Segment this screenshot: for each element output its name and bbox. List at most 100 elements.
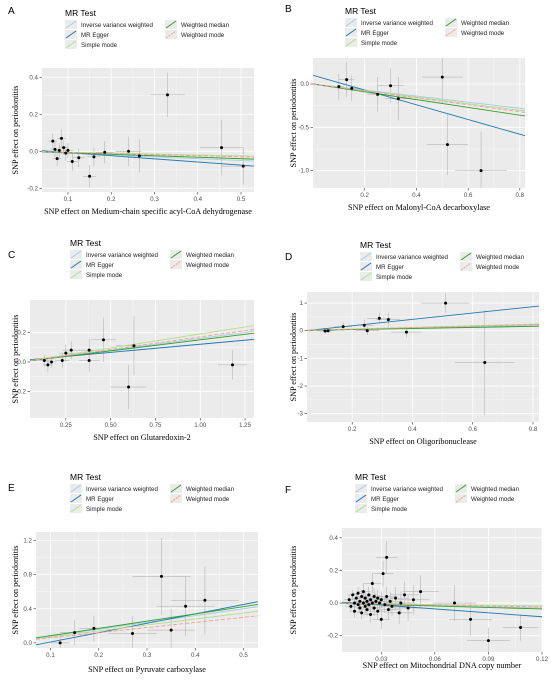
data-point (378, 601, 381, 605)
y-tick-label: 0 (300, 328, 304, 335)
mr-line-simple (30, 325, 254, 361)
legend-title: MR Test (360, 240, 392, 250)
y-tick-label: 0.0 (29, 148, 38, 155)
legend-swatch-ivw (360, 252, 372, 261)
y-tick-label: 0.4 (329, 535, 338, 542)
data-point (184, 604, 188, 608)
legend-swatch-egger (360, 262, 372, 271)
axes: 0.25 0.50 0.75 1.00 1.25 -0.2 0.0 0.2 (15, 329, 251, 429)
legend: MR Test Inverse variance weighted Weighted… (355, 472, 520, 513)
y-tick-label: -0.5 (298, 124, 309, 131)
data-point (389, 84, 393, 88)
data-point (165, 93, 169, 97)
data-point (351, 593, 355, 597)
legend-swatch-median (165, 20, 177, 29)
y-tick-label: 0.2 (329, 567, 338, 574)
legend-swatch-median (170, 250, 182, 259)
legend-item-egger: MR Egger (360, 262, 404, 271)
legend: MR Test Inverse variance weighted Weighted… (70, 472, 235, 513)
legend-swatch-wmode (170, 260, 182, 269)
mr-lines (307, 305, 539, 331)
x-tick-label: 0.2 (348, 426, 357, 433)
panel-letter: D (285, 252, 292, 263)
x-tick-label: 0.2 (360, 192, 369, 199)
legend-swatch-median (460, 252, 472, 261)
data-point (381, 572, 385, 576)
legend-label-ivw: Inverse variance weighted (81, 22, 153, 29)
plot-background (307, 292, 539, 422)
data-point (519, 626, 523, 630)
plot-background (342, 528, 542, 652)
mr-line-median (30, 332, 254, 362)
x-tick-label: 0.2 (94, 652, 103, 659)
data-point (55, 157, 59, 161)
legend-swatch-simple (360, 272, 372, 281)
x-tick-label: 0.3 (150, 196, 159, 203)
data-point (66, 148, 70, 152)
legend: MR Test Inverse variance weighted Weighted… (65, 8, 230, 49)
legend-swatch-ivw (355, 484, 367, 493)
panel-c: C MR Test Inverse variance weighted Weighte… (8, 238, 254, 442)
legend-item-simple: Simple mode (65, 40, 118, 49)
legend-label-median: Weighted median (471, 486, 520, 493)
data-point (58, 641, 62, 645)
legend-swatch-wmode (460, 262, 472, 271)
data-point (367, 593, 371, 597)
data-point (88, 174, 92, 178)
gridlines (307, 292, 539, 422)
legend-label-egger: MR Egger (86, 262, 114, 269)
data-point (358, 606, 362, 610)
y-tick-label: -0.2 (27, 185, 38, 192)
data-point (374, 599, 378, 603)
legend: MR Test Inverse variance weighted Weighted… (360, 240, 525, 281)
data-point (361, 590, 365, 594)
data-point (365, 608, 369, 612)
data-point (87, 348, 91, 352)
legend-swatch-ivw (65, 20, 77, 29)
data-point (241, 164, 245, 168)
data-point (399, 601, 403, 605)
x-tick-label: 0.4 (408, 426, 417, 433)
mr-line-median (313, 83, 525, 117)
legend-swatch-simple (70, 504, 82, 513)
x-axis-title: SNP effect on Mitochondrial DNA copy num… (363, 661, 522, 670)
legend-label-median: Weighted median (181, 22, 230, 29)
legend-title: MR Test (70, 238, 102, 248)
legend-item-egger: MR Egger (70, 494, 114, 503)
data-point (376, 609, 380, 613)
x-tick-label: 0.25 (60, 422, 73, 429)
plot-background (313, 58, 525, 188)
data-point (337, 85, 341, 89)
x-tick-label: 0.12 (536, 656, 549, 663)
legend-item-wmode: Weighted mode (170, 260, 230, 269)
y-axis-title: SNP effect on periodontitis (289, 546, 298, 635)
legend-swatch-egger (345, 28, 357, 37)
x-tick-label: 0.6 (464, 192, 473, 199)
legend-item-egger: MR Egger (355, 494, 399, 503)
data-point (137, 154, 141, 158)
data-point (390, 604, 394, 608)
data-point (347, 598, 351, 602)
data-point (411, 598, 415, 602)
mr-lines (313, 74, 525, 137)
legend-label-egger: MR Egger (376, 264, 404, 271)
data-points (51, 93, 245, 178)
legend-label-wmode: Weighted mode (476, 264, 520, 271)
y-tick-label: 0.0 (329, 600, 338, 607)
legend-item-simple: Simple mode (70, 270, 123, 279)
x-axis-title: SNP effect on Medium-chain specific acyl… (44, 207, 252, 216)
mr-lines (342, 601, 542, 618)
data-point (479, 169, 483, 173)
data-point (372, 606, 376, 610)
mr-line-wmode (42, 151, 254, 158)
legend-title: MR Test (70, 472, 102, 482)
legend-swatch-ivw (345, 18, 357, 27)
x-tick-label: 0.4 (193, 196, 202, 203)
data-point (440, 75, 444, 79)
legend-item-median: Weighted median (170, 484, 235, 493)
legend-title: MR Test (355, 472, 387, 482)
data-point (87, 358, 91, 362)
legend-label-simple: Simple mode (81, 42, 118, 49)
mr-line-simple (36, 610, 258, 640)
legend-item-egger: MR Egger (65, 30, 109, 39)
